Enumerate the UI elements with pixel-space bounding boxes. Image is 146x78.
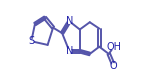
Circle shape (29, 39, 33, 43)
Text: OH: OH (106, 42, 121, 52)
Circle shape (111, 44, 117, 50)
Circle shape (67, 49, 71, 53)
Text: S: S (28, 36, 34, 46)
Text: N: N (66, 46, 73, 56)
Text: O: O (110, 61, 118, 71)
Circle shape (112, 64, 116, 68)
Text: N: N (66, 16, 73, 26)
Circle shape (67, 19, 71, 23)
